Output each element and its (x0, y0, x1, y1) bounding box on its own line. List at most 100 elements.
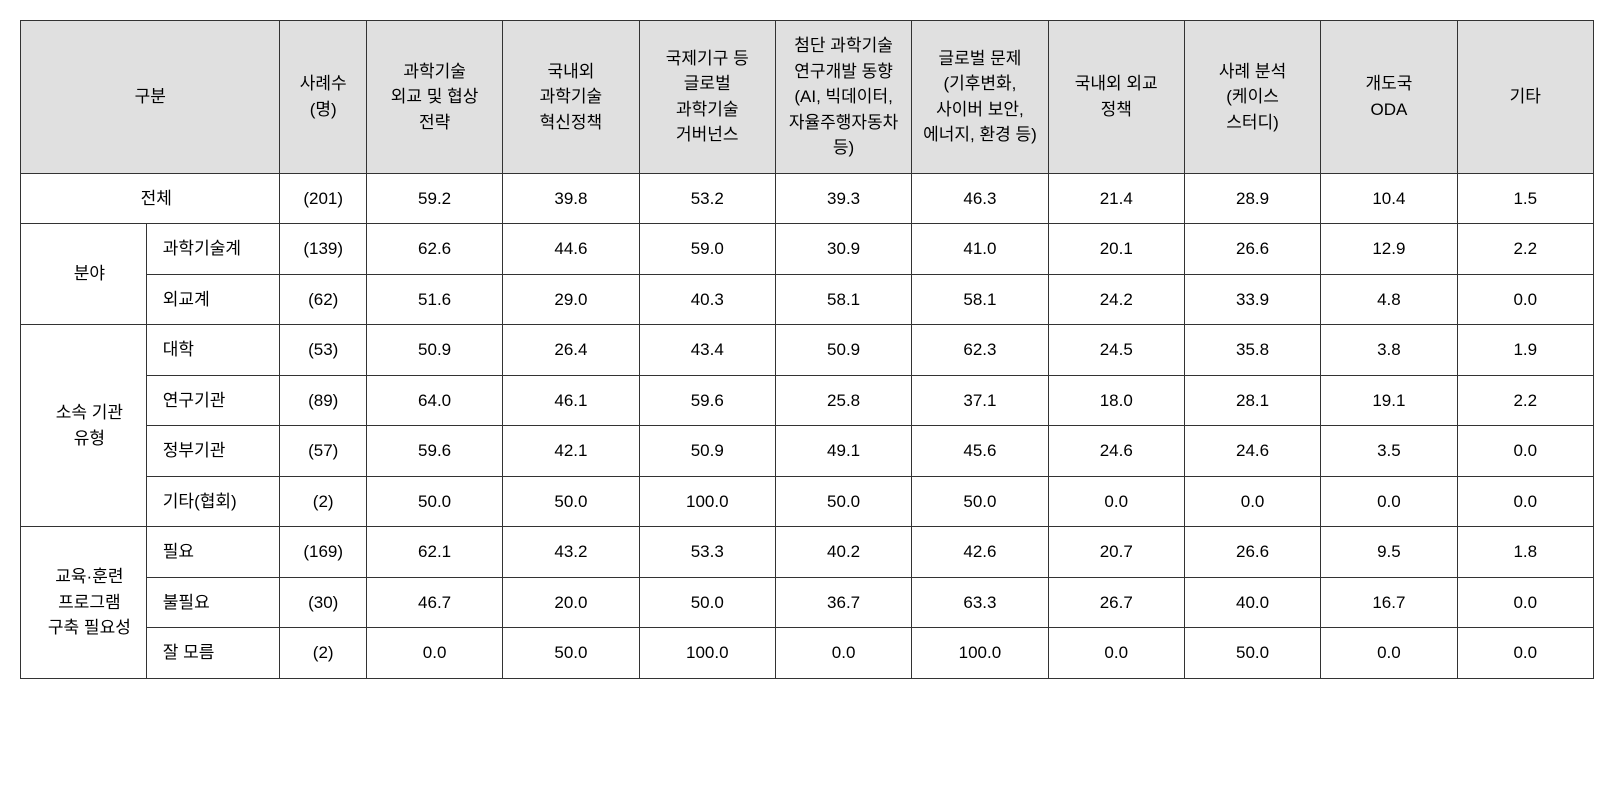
col-c5: 국내외 외교정책 (1048, 21, 1184, 174)
cell-value: 9.5 (1321, 527, 1457, 578)
table-row: 분야과학기술계(139)62.644.659.030.941.020.126.6… (21, 224, 1594, 275)
cell-value: 24.6 (1048, 426, 1184, 477)
cell-value: 2.2 (1457, 375, 1593, 426)
cell-value: 43.4 (639, 325, 775, 376)
cell-value: 0.0 (1457, 426, 1593, 477)
cell-n: (89) (280, 375, 366, 426)
col-c1: 국내외과학기술혁신정책 (503, 21, 639, 174)
cell-value: 44.6 (503, 224, 639, 275)
cell-value: 16.7 (1321, 577, 1457, 628)
col-category: 구분 (21, 21, 280, 174)
cell-value: 39.3 (775, 173, 911, 224)
cell-value: 50.0 (639, 577, 775, 628)
cell-value: 50.0 (503, 476, 639, 527)
cell-value: 40.2 (775, 527, 911, 578)
cell-value: 1.8 (1457, 527, 1593, 578)
cell-value: 46.1 (503, 375, 639, 426)
cell-value: 20.7 (1048, 527, 1184, 578)
cell-value: 0.0 (1321, 628, 1457, 679)
cell-value: 30.9 (775, 224, 911, 275)
table-row: 교육·훈련프로그램구축 필요성필요(169)62.143.253.340.242… (21, 527, 1594, 578)
cell-value: 21.4 (1048, 173, 1184, 224)
cell-value: 45.6 (912, 426, 1048, 477)
row-sublabel: 외교계 (146, 274, 280, 325)
group-label: 소속 기관유형 (21, 325, 147, 527)
cell-value: 3.5 (1321, 426, 1457, 477)
col-c7: 개도국ODA (1321, 21, 1457, 174)
row-sublabel: 불필요 (146, 577, 280, 628)
table-row: 불필요(30)46.720.050.036.763.326.740.016.70… (21, 577, 1594, 628)
cell-value: 26.4 (503, 325, 639, 376)
cell-value: 50.9 (366, 325, 502, 376)
cell-value: 35.8 (1184, 325, 1320, 376)
cell-value: 0.0 (1184, 476, 1320, 527)
cell-value: 100.0 (639, 476, 775, 527)
cell-value: 63.3 (912, 577, 1048, 628)
cell-value: 40.3 (639, 274, 775, 325)
cell-value: 37.1 (912, 375, 1048, 426)
cell-value: 50.0 (775, 476, 911, 527)
cell-value: 19.1 (1321, 375, 1457, 426)
row-sublabel: 정부기관 (146, 426, 280, 477)
cell-value: 20.0 (503, 577, 639, 628)
cell-value: 4.8 (1321, 274, 1457, 325)
cell-value: 53.3 (639, 527, 775, 578)
cell-value: 46.7 (366, 577, 502, 628)
cell-value: 36.7 (775, 577, 911, 628)
cell-value: 12.9 (1321, 224, 1457, 275)
cell-value: 58.1 (775, 274, 911, 325)
col-c8: 기타 (1457, 21, 1593, 174)
cell-value: 59.0 (639, 224, 775, 275)
cell-value: 10.4 (1321, 173, 1457, 224)
cell-value: 50.9 (775, 325, 911, 376)
cell-value: 42.1 (503, 426, 639, 477)
row-sublabel: 연구기관 (146, 375, 280, 426)
cell-n: (30) (280, 577, 366, 628)
cell-value: 100.0 (639, 628, 775, 679)
cell-value: 51.6 (366, 274, 502, 325)
table-row: 외교계(62)51.629.040.358.158.124.233.94.80.… (21, 274, 1594, 325)
group-label: 분야 (21, 224, 147, 325)
cell-value: 26.6 (1184, 224, 1320, 275)
row-sublabel: 기타(협회) (146, 476, 280, 527)
table-row: 잘 모름(2)0.050.0100.00.0100.00.050.00.00.0 (21, 628, 1594, 679)
cell-value: 28.9 (1184, 173, 1320, 224)
cell-n: (139) (280, 224, 366, 275)
cell-value: 0.0 (1457, 628, 1593, 679)
cell-n: (201) (280, 173, 366, 224)
cell-value: 53.2 (639, 173, 775, 224)
cell-value: 43.2 (503, 527, 639, 578)
cell-value: 50.0 (366, 476, 502, 527)
cell-value: 49.1 (775, 426, 911, 477)
table-header: 구분 사례수(명) 과학기술외교 및 협상전략 국내외과학기술혁신정책 국제기구… (21, 21, 1594, 174)
cell-value: 18.0 (1048, 375, 1184, 426)
row-sublabel: 필요 (146, 527, 280, 578)
col-c4: 글로벌 문제(기후변화,사이버 보안,에너지, 환경 등) (912, 21, 1048, 174)
col-c2: 국제기구 등글로벌과학기술거버넌스 (639, 21, 775, 174)
cell-value: 59.6 (639, 375, 775, 426)
col-c6: 사례 분석(케이스스터디) (1184, 21, 1320, 174)
cell-value: 29.0 (503, 274, 639, 325)
cell-value: 59.6 (366, 426, 502, 477)
cell-value: 62.3 (912, 325, 1048, 376)
cell-value: 0.0 (775, 628, 911, 679)
cell-value: 26.6 (1184, 527, 1320, 578)
cell-n: (62) (280, 274, 366, 325)
cell-value: 0.0 (1457, 476, 1593, 527)
cell-value: 50.0 (1184, 628, 1320, 679)
table-body: 전체(201)59.239.853.239.346.321.428.910.41… (21, 173, 1594, 678)
cell-value: 50.0 (503, 628, 639, 679)
group-label: 교육·훈련프로그램구축 필요성 (21, 527, 147, 679)
data-table: 구분 사례수(명) 과학기술외교 및 협상전략 국내외과학기술혁신정책 국제기구… (20, 20, 1594, 679)
cell-n: (169) (280, 527, 366, 578)
cell-n: (2) (280, 476, 366, 527)
cell-value: 41.0 (912, 224, 1048, 275)
cell-value: 59.2 (366, 173, 502, 224)
group-label: 전체 (21, 173, 280, 224)
cell-value: 0.0 (1457, 274, 1593, 325)
cell-value: 100.0 (912, 628, 1048, 679)
cell-n: (53) (280, 325, 366, 376)
cell-value: 0.0 (1321, 476, 1457, 527)
table-row: 기타(협회)(2)50.050.0100.050.050.00.00.00.00… (21, 476, 1594, 527)
cell-value: 40.0 (1184, 577, 1320, 628)
